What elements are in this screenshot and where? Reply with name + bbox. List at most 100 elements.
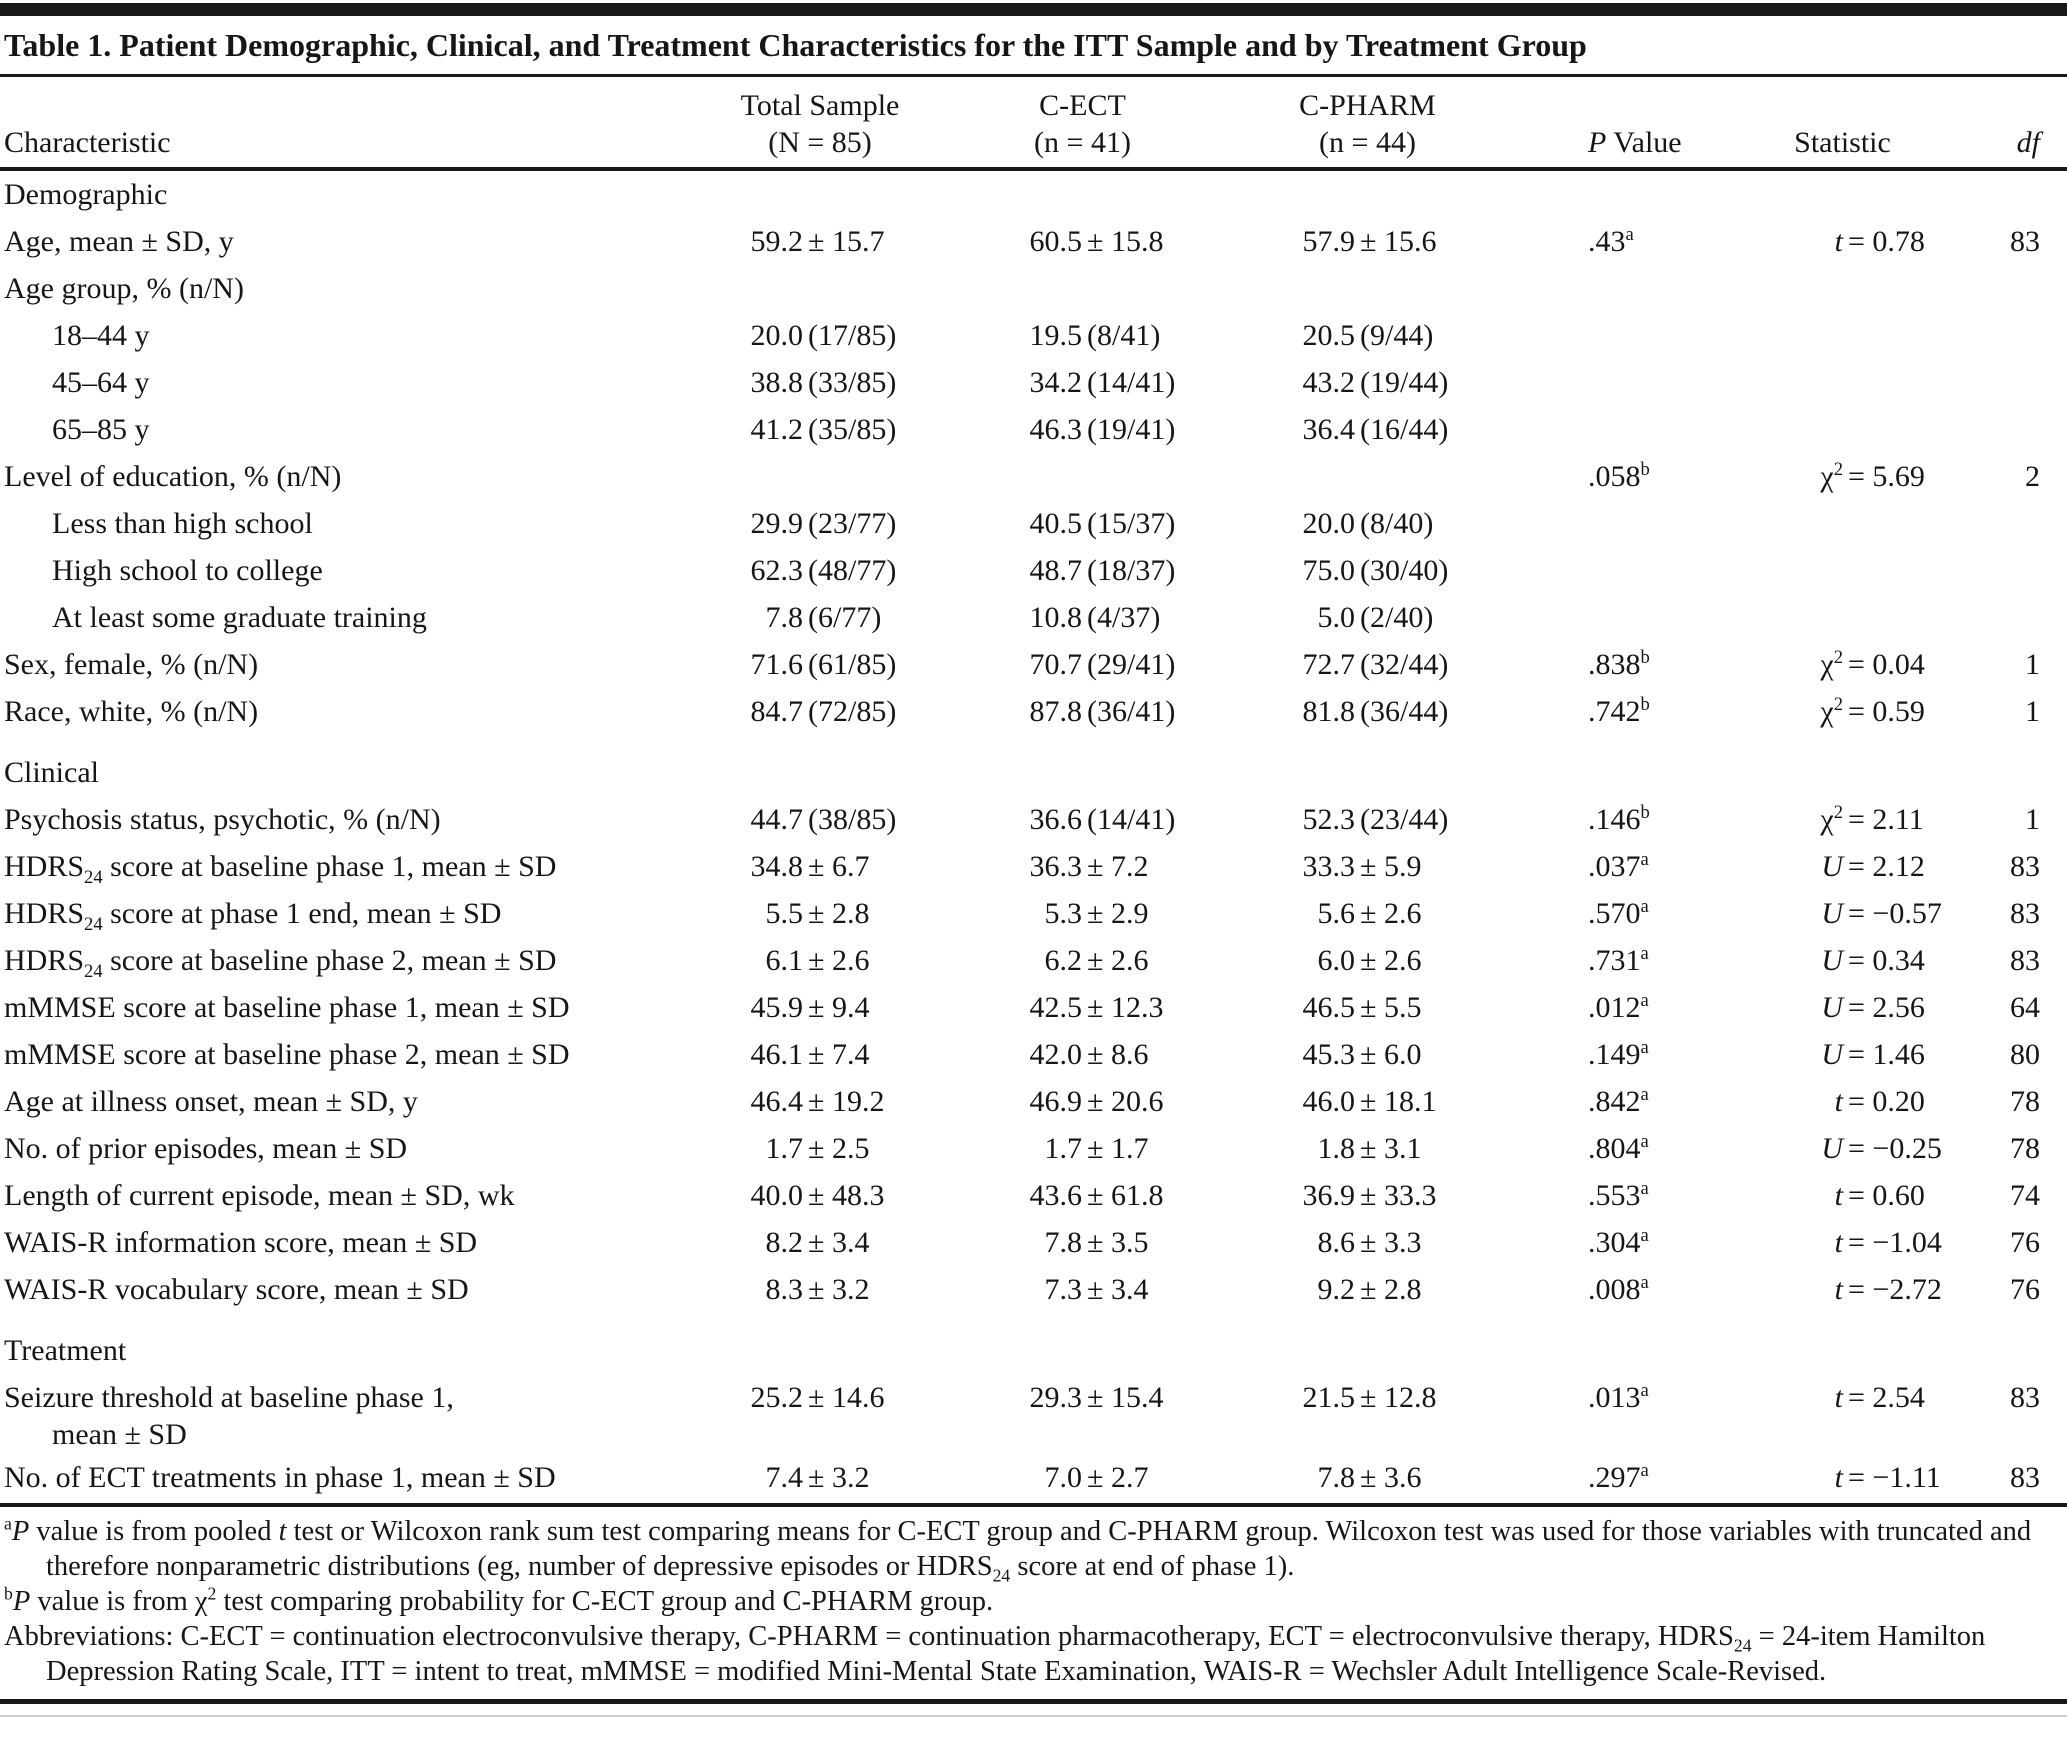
total-cell: 34.8 ± 6.7 xyxy=(750,850,870,883)
table-row: WAIS-R information score, mean ± SD 8.2 ± … xyxy=(0,1219,2067,1266)
section-row: Clinical xyxy=(0,735,2067,796)
row-label: mMMSE score at baseline phase 2, mean ± … xyxy=(4,1038,570,1071)
page-edge-line xyxy=(0,1715,2067,1717)
df-cell xyxy=(1965,500,2067,547)
table-row: 18–44 y 20.0 (17/85) 19.5 (8/41) 20.5 (9/44) xyxy=(0,312,2067,359)
p-cell: .842a xyxy=(1588,1084,1649,1118)
stat-cell: t = 0.60 xyxy=(1834,1179,1925,1212)
table-body: Demographic Age, mean ± SD, y 59.2 ± 15.7 60… xyxy=(0,169,2067,1501)
col-header-characteristic-label: Characteristic xyxy=(4,126,171,159)
stat-cell xyxy=(1720,500,1965,547)
df-cell xyxy=(1965,359,2067,406)
df-cell: 2 xyxy=(2025,460,2040,493)
header-row: Characteristic Total Sample (N = 85) C-E… xyxy=(0,77,2067,171)
total-cell: 41.2 (35/85) xyxy=(750,413,897,446)
df-cell: 83 xyxy=(2010,944,2040,977)
p-cell: .570a xyxy=(1588,896,1649,930)
cpharm-cell xyxy=(1225,265,1510,312)
row-label: Length of current episode, mean ± SD, wk xyxy=(4,1179,515,1212)
cect-cell: 60.5 ± 15.8 xyxy=(1029,225,1164,258)
cpharm-cell: 57.9 ± 15.6 xyxy=(1302,225,1437,258)
df-cell: 83 xyxy=(2010,225,2040,258)
table-row: HDRS24 score at baseline phase 1, mean ±… xyxy=(0,843,2067,890)
cpharm-cell: 46.0 ± 18.1 xyxy=(1302,1085,1437,1118)
cect-cell: 34.2 (14/41) xyxy=(1029,366,1176,399)
stat-cell: t = −2.72 xyxy=(1834,1273,1942,1306)
row-label: Level of education, % (n/N) xyxy=(4,460,342,493)
total-cell: 46.1 ± 7.4 xyxy=(750,1038,870,1071)
row-label-line2: mean ± SD xyxy=(52,1418,187,1451)
col-header-df: df xyxy=(1965,77,2067,171)
row-label: HDRS24 score at baseline phase 1, mean ±… xyxy=(4,850,557,888)
stat-cell: χ2 = 0.04 xyxy=(1820,647,1925,681)
stat-cell: U = 2.56 xyxy=(1821,991,1925,1024)
cect-cell: 1.7 ± 1.7 xyxy=(1044,1132,1149,1165)
total-cell: 38.8 (33/85) xyxy=(750,366,897,399)
stat-cell xyxy=(1720,312,1965,359)
p-cell: .304a xyxy=(1588,1225,1649,1259)
cpharm-cell: 36.9 ± 33.3 xyxy=(1302,1179,1437,1212)
total-cell: 8.3 ± 3.2 xyxy=(765,1273,870,1306)
stat-cell: t = 2.54 xyxy=(1834,1381,1925,1414)
cpharm-cell: 46.5 ± 5.5 xyxy=(1302,991,1422,1024)
df-cell: 76 xyxy=(2010,1273,2040,1306)
total-cell xyxy=(700,453,940,500)
cpharm-cell: 7.8 ± 3.6 xyxy=(1317,1461,1422,1494)
cpharm-cell: 75.0 (30/40) xyxy=(1302,554,1449,587)
total-cell: 8.2 ± 3.4 xyxy=(765,1226,870,1259)
total-sample-line2: (N = 85) xyxy=(768,126,872,159)
table-row: 45–64 y 38.8 (33/85) 34.2 (14/41) 43.2 (19/44) xyxy=(0,359,2067,406)
p-cell: .013a xyxy=(1588,1380,1649,1414)
p-cell xyxy=(1510,594,1720,641)
table-row: Psychosis status, psychotic, % (n/N) 44.7… xyxy=(0,796,2067,843)
p-cell: .43a xyxy=(1588,224,1634,258)
stat-cell: U = 2.12 xyxy=(1821,850,1925,883)
cpharm-cell: 36.4 (16/44) xyxy=(1302,413,1449,446)
footnote: bP value is from χ2 test comparing proba… xyxy=(4,1583,994,1617)
stat-cell xyxy=(1720,265,1965,312)
df-cell: 83 xyxy=(2010,897,2040,930)
df-cell: 80 xyxy=(2010,1038,2040,1071)
total-cell: 7.4 ± 3.2 xyxy=(765,1461,870,1494)
p-cell: .058b xyxy=(1588,459,1650,493)
cect-cell: 36.3 ± 7.2 xyxy=(1029,850,1149,883)
total-cell: 45.9 ± 9.4 xyxy=(750,991,870,1024)
row-label: Age at illness onset, mean ± SD, y xyxy=(4,1085,418,1118)
total-cell: 59.2 ± 15.7 xyxy=(750,225,885,258)
p-cell xyxy=(1510,265,1720,312)
stat-cell: U = 1.46 xyxy=(1821,1038,1925,1071)
row-label: mMMSE score at baseline phase 1, mean ± … xyxy=(4,991,570,1024)
row-label: HDRS24 score at baseline phase 2, mean ±… xyxy=(4,944,557,982)
df-cell xyxy=(1965,547,2067,594)
df-cell: 78 xyxy=(2010,1085,2040,1118)
stat-cell xyxy=(1720,594,1965,641)
cect-cell xyxy=(940,265,1225,312)
cpharm-cell: 72.7 (32/44) xyxy=(1302,648,1449,681)
p-cell: .838b xyxy=(1588,647,1650,681)
p-cell: .149a xyxy=(1588,1037,1649,1071)
cect-cell: 42.0 ± 8.6 xyxy=(1029,1038,1149,1071)
p-cell: .742b xyxy=(1588,694,1650,728)
stat-cell: t = 0.78 xyxy=(1834,225,1925,258)
footnotes: aP value is from pooled t test or Wilcox… xyxy=(0,1503,2067,1689)
total-cell: 29.9 (23/77) xyxy=(750,507,897,540)
p-value-label: P Value xyxy=(1588,126,1682,159)
p-cell: .008a xyxy=(1588,1272,1649,1306)
cpharm-cell: 5.6 ± 2.6 xyxy=(1317,897,1422,930)
section-row: Demographic xyxy=(0,169,2067,218)
cpharm-cell: 43.2 (19/44) xyxy=(1302,366,1449,399)
total-cell: 7.8 (6/77) xyxy=(765,601,882,634)
stat-cell: t = 0.20 xyxy=(1834,1085,1925,1118)
characteristics-table: Characteristic Total Sample (N = 85) C-E… xyxy=(0,77,2067,1501)
cect-line1: C-ECT xyxy=(1039,89,1126,122)
df-cell: 1 xyxy=(2025,695,2040,728)
cpharm-line2: (n = 44) xyxy=(1319,126,1416,159)
cect-cell: 42.5 ± 12.3 xyxy=(1029,991,1164,1024)
cpharm-cell xyxy=(1225,453,1510,500)
p-cell: .553a xyxy=(1588,1178,1649,1212)
row-label: High school to college xyxy=(52,554,323,587)
col-header-characteristic: Characteristic xyxy=(0,77,700,171)
table-row: No. of prior episodes, mean ± SD 1.7 ± 2.5… xyxy=(0,1125,2067,1172)
df-cell: 1 xyxy=(2025,648,2040,681)
